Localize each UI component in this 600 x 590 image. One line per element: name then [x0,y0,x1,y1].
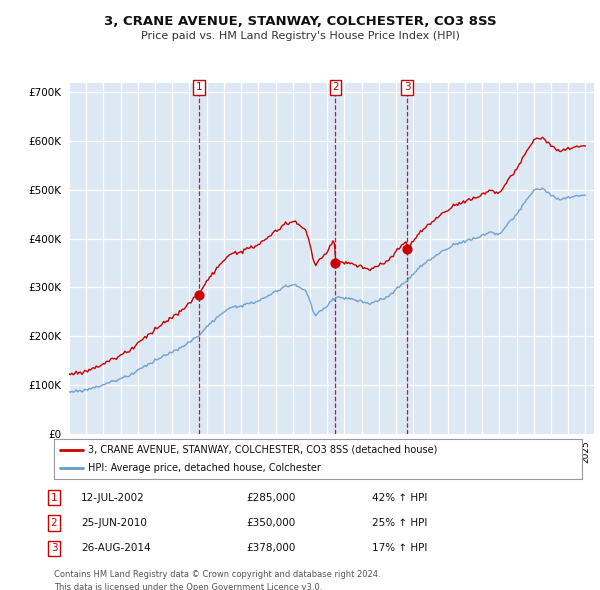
Point [403,245,412,254]
Text: £350,000: £350,000 [246,518,295,528]
Text: 3, CRANE AVENUE, STANWAY, COLCHESTER, CO3 8SS: 3, CRANE AVENUE, STANWAY, COLCHESTER, CO… [104,15,496,28]
Text: 1: 1 [50,493,58,503]
Text: Contains HM Land Registry data © Crown copyright and database right 2024.: Contains HM Land Registry data © Crown c… [54,570,380,579]
Text: 17% ↑ HPI: 17% ↑ HPI [372,543,427,553]
Text: 3, CRANE AVENUE, STANWAY, COLCHESTER, CO3 8SS (detached house): 3, CRANE AVENUE, STANWAY, COLCHESTER, CO… [88,445,437,455]
Text: 1: 1 [196,83,202,93]
Text: 2: 2 [332,83,339,93]
Text: 42% ↑ HPI: 42% ↑ HPI [372,493,427,503]
Text: Price paid vs. HM Land Registry's House Price Index (HPI): Price paid vs. HM Land Registry's House … [140,31,460,41]
Text: 26-AUG-2014: 26-AUG-2014 [81,543,151,553]
Text: This data is licensed under the Open Government Licence v3.0.: This data is licensed under the Open Gov… [54,583,322,590]
Point [194,290,203,299]
Text: 2: 2 [50,518,58,528]
Text: £378,000: £378,000 [246,543,295,553]
Text: HPI: Average price, detached house, Colchester: HPI: Average price, detached house, Colc… [88,463,321,473]
Text: £285,000: £285,000 [246,493,295,503]
Point [331,258,340,268]
Text: 25-JUN-2010: 25-JUN-2010 [81,518,147,528]
Text: 3: 3 [404,83,410,93]
Text: 25% ↑ HPI: 25% ↑ HPI [372,518,427,528]
Text: 3: 3 [50,543,58,553]
Text: 12-JUL-2002: 12-JUL-2002 [81,493,145,503]
